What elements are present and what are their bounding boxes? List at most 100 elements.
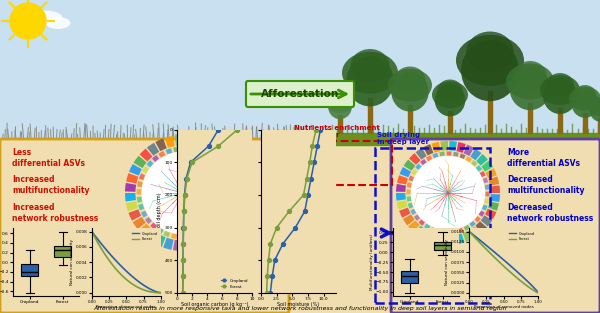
Wedge shape — [488, 202, 499, 211]
Wedge shape — [126, 173, 139, 183]
Wedge shape — [409, 175, 414, 182]
Wedge shape — [126, 201, 138, 211]
Ellipse shape — [330, 90, 350, 107]
Wedge shape — [145, 217, 152, 224]
Ellipse shape — [543, 78, 577, 114]
Wedge shape — [469, 221, 476, 227]
Wedge shape — [138, 204, 144, 210]
Wedge shape — [485, 192, 490, 197]
PathPatch shape — [401, 271, 418, 283]
Wedge shape — [227, 203, 240, 213]
Legend: Cropland, Forest: Cropland, Forest — [508, 230, 536, 243]
Ellipse shape — [432, 81, 468, 108]
Wedge shape — [150, 223, 157, 229]
Wedge shape — [480, 171, 486, 177]
Wedge shape — [483, 177, 488, 183]
Y-axis label: Soil depth (cm): Soil depth (cm) — [157, 192, 161, 230]
Wedge shape — [464, 225, 470, 231]
Wedge shape — [218, 168, 225, 175]
Wedge shape — [214, 162, 221, 169]
Wedge shape — [139, 173, 145, 180]
Wedge shape — [431, 142, 440, 152]
Wedge shape — [400, 167, 411, 177]
Wedge shape — [488, 177, 499, 186]
Circle shape — [142, 152, 224, 233]
Wedge shape — [408, 220, 420, 232]
Wedge shape — [449, 141, 457, 151]
Wedge shape — [230, 194, 241, 203]
Wedge shape — [439, 151, 445, 156]
Wedge shape — [396, 193, 406, 201]
Ellipse shape — [326, 92, 354, 113]
Ellipse shape — [342, 52, 398, 94]
Wedge shape — [181, 146, 187, 151]
Wedge shape — [142, 167, 149, 173]
Wedge shape — [179, 235, 185, 239]
Wedge shape — [406, 189, 411, 194]
Wedge shape — [455, 233, 464, 244]
Ellipse shape — [391, 72, 429, 112]
FancyBboxPatch shape — [246, 81, 354, 107]
Wedge shape — [183, 240, 191, 251]
Ellipse shape — [395, 66, 425, 93]
Wedge shape — [445, 230, 449, 235]
Wedge shape — [133, 217, 146, 229]
Wedge shape — [173, 240, 182, 251]
Wedge shape — [220, 218, 232, 230]
Text: More
differential ASVs: More differential ASVs — [507, 148, 580, 168]
Bar — [0, 0, 600, 145]
Wedge shape — [407, 182, 412, 188]
Ellipse shape — [388, 69, 432, 102]
Ellipse shape — [506, 64, 554, 100]
Wedge shape — [451, 230, 457, 234]
Wedge shape — [437, 229, 443, 234]
Wedge shape — [217, 213, 224, 220]
Wedge shape — [146, 229, 158, 243]
Wedge shape — [152, 155, 159, 162]
Wedge shape — [147, 143, 159, 156]
Wedge shape — [439, 235, 447, 245]
Ellipse shape — [513, 61, 547, 90]
Ellipse shape — [574, 85, 596, 104]
Bar — [375, 148, 490, 303]
PathPatch shape — [434, 242, 451, 250]
Wedge shape — [171, 233, 177, 239]
Ellipse shape — [437, 80, 463, 101]
Wedge shape — [230, 184, 241, 193]
Wedge shape — [490, 194, 500, 202]
Wedge shape — [464, 145, 474, 156]
Wedge shape — [128, 209, 141, 221]
Wedge shape — [411, 169, 418, 175]
Ellipse shape — [592, 97, 600, 111]
Wedge shape — [482, 205, 488, 211]
Text: Soil drying
in deep layer: Soil drying in deep layer — [377, 132, 429, 145]
Wedge shape — [426, 155, 432, 161]
Y-axis label: Natural con sensitivity: Natural con sensitivity — [70, 239, 74, 285]
Wedge shape — [430, 227, 436, 233]
Wedge shape — [146, 160, 154, 167]
Y-axis label: Multifunctionality (unitless): Multifunctionality (unitless) — [370, 234, 374, 290]
Wedge shape — [403, 214, 415, 225]
Wedge shape — [475, 221, 487, 233]
Wedge shape — [164, 136, 175, 148]
Legend: Cropland, Forest: Cropland, Forest — [220, 277, 250, 290]
Wedge shape — [422, 230, 433, 241]
Wedge shape — [166, 148, 172, 154]
Text: Increased
network robustness: Increased network robustness — [12, 203, 98, 223]
Wedge shape — [397, 200, 407, 209]
Wedge shape — [220, 157, 233, 169]
Wedge shape — [214, 224, 226, 238]
Wedge shape — [140, 149, 152, 162]
Wedge shape — [469, 226, 481, 238]
Wedge shape — [224, 191, 229, 197]
Bar — [292, 141, 392, 185]
Wedge shape — [200, 139, 212, 152]
Wedge shape — [215, 150, 227, 162]
Wedge shape — [137, 189, 142, 195]
Wedge shape — [481, 161, 493, 172]
Ellipse shape — [28, 11, 62, 25]
Wedge shape — [414, 214, 420, 221]
Wedge shape — [224, 210, 237, 222]
Wedge shape — [404, 160, 415, 171]
X-axis label: Proportion of removed nodes: Proportion of removed nodes — [474, 305, 533, 309]
